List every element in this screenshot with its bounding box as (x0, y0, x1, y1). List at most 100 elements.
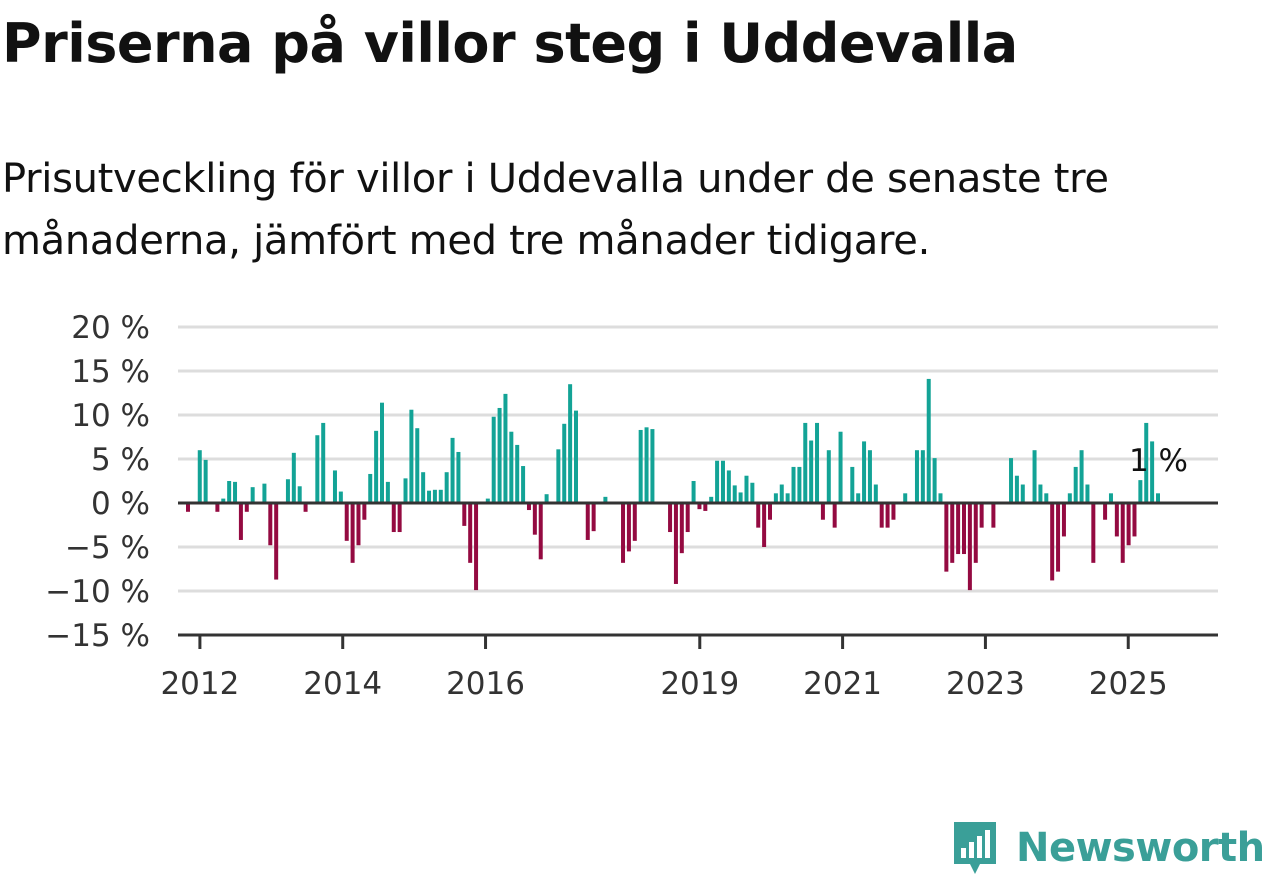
bar-chart: 20 % 15 % 10 % 5 % 0 % −5 % −10 % −15 % 2012 2014… (45, 310, 1218, 702)
bar (797, 466, 802, 503)
bar (203, 459, 208, 503)
x-tick-label: 2019 (660, 666, 739, 702)
bar (1085, 484, 1090, 503)
chart-subtitle: Prisutveckling för villor i Uddevalla un… (2, 156, 1109, 264)
bar (285, 479, 290, 503)
bar (591, 503, 596, 532)
bar (756, 503, 761, 528)
bar (391, 503, 396, 533)
bar (956, 503, 961, 555)
bar (820, 503, 825, 520)
bar (538, 503, 543, 560)
bar (321, 422, 326, 503)
bar (914, 450, 919, 503)
bar (1032, 450, 1037, 503)
bar (626, 503, 631, 552)
bar (650, 429, 655, 503)
bar (726, 470, 731, 503)
bar (920, 450, 925, 503)
bar (526, 503, 531, 511)
bar (703, 503, 708, 511)
bar (632, 503, 637, 541)
bar (1014, 475, 1019, 503)
bar (274, 503, 279, 580)
bar (509, 431, 514, 503)
chart-title: Priserna på villor steg i Uddevalla (2, 12, 1018, 75)
bar (691, 481, 696, 503)
bar (815, 422, 820, 503)
bar (409, 409, 414, 503)
bar (521, 466, 526, 503)
bar (221, 498, 226, 503)
x-tick-label: 2016 (446, 666, 525, 702)
bar (297, 486, 302, 503)
bar (380, 402, 384, 503)
bar (385, 481, 390, 503)
bar (350, 503, 355, 563)
bar (574, 410, 578, 503)
bar (697, 503, 702, 510)
bar (491, 416, 496, 503)
bar (738, 492, 743, 503)
y-tick-label: −10 % (45, 574, 150, 610)
y-tick-label: 10 % (71, 398, 150, 434)
bar (603, 496, 608, 503)
bar (938, 493, 943, 503)
bar (432, 489, 437, 503)
bar (673, 503, 678, 584)
bar (967, 503, 972, 591)
bar (1050, 503, 1055, 581)
bar (344, 503, 349, 541)
bar (891, 503, 896, 520)
bar (944, 503, 949, 572)
bar (768, 503, 772, 520)
bar (644, 427, 649, 503)
x-tick-label: 2023 (946, 666, 1025, 702)
bar-chart-pin-icon (954, 822, 996, 874)
bar (1091, 503, 1096, 563)
bar (1126, 503, 1131, 546)
x-tick-label: 2012 (160, 666, 239, 702)
bar (315, 435, 320, 503)
bar (809, 440, 814, 503)
bar (838, 431, 843, 503)
bar (338, 491, 343, 503)
bar (867, 450, 872, 503)
bar (1009, 458, 1014, 503)
bar (497, 407, 502, 503)
bar (456, 451, 461, 503)
bar (750, 482, 755, 503)
bar (450, 437, 455, 503)
bar (856, 493, 861, 503)
bar (444, 472, 449, 503)
bar (885, 503, 890, 528)
bar (950, 503, 955, 563)
bar (515, 444, 520, 503)
bar (1120, 503, 1125, 563)
bar (1079, 450, 1084, 503)
bar (1038, 484, 1043, 503)
axis-layer: 20 % 15 % 10 % 5 % 0 % −5 % −10 % −15 % 2012 2014… (45, 310, 1218, 702)
bar (1020, 484, 1025, 503)
newsworthy-logo[interactable]: Newsworthy (950, 818, 1262, 878)
bar (1114, 503, 1119, 537)
bar (962, 503, 966, 555)
bar (932, 458, 937, 503)
x-tick-label: 2025 (1089, 666, 1168, 702)
bar (250, 487, 255, 503)
bar (374, 430, 379, 503)
brand-name: Newsworthy (1016, 825, 1262, 871)
bar (832, 503, 837, 528)
bar (668, 503, 673, 533)
bar (238, 503, 243, 540)
bar (403, 478, 408, 503)
bar (544, 494, 549, 503)
y-tick-label: 0 % (91, 486, 150, 522)
bar (1150, 441, 1155, 503)
bar (485, 498, 490, 503)
bar (826, 450, 831, 503)
bar (186, 503, 190, 512)
bar (1132, 503, 1137, 537)
bar (715, 460, 720, 503)
bar (562, 423, 567, 503)
